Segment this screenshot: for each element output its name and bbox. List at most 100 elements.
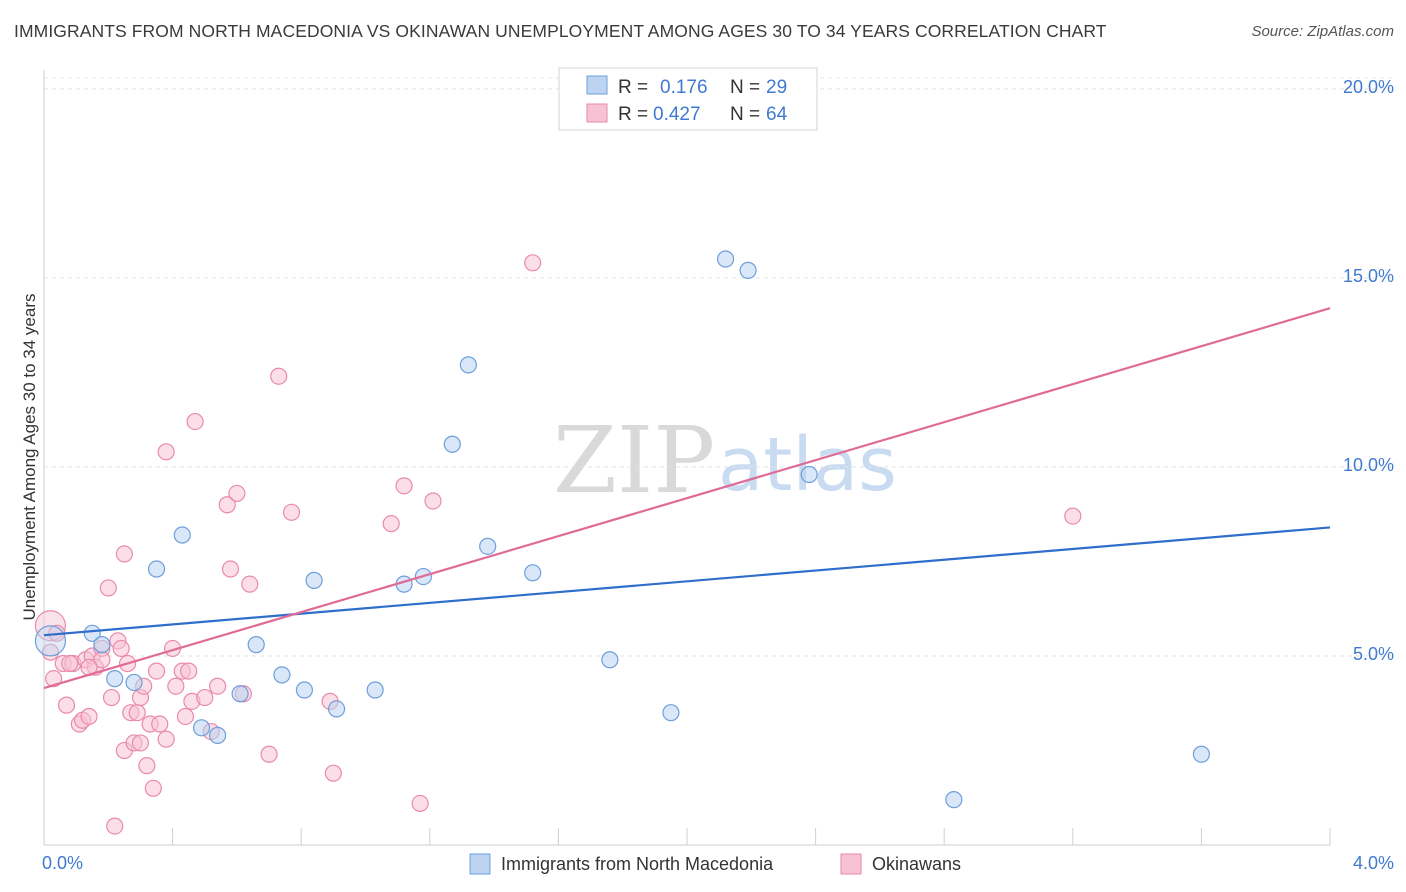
- north-macedonia-point: [273, 666, 291, 684]
- x-axis-ticks: [43, 828, 1331, 845]
- okinawans-point: [228, 484, 246, 503]
- okinawans-point: [395, 477, 413, 495]
- okinawans-point: [112, 639, 130, 658]
- okinawans-point: [45, 670, 63, 688]
- north-macedonia-point: [106, 670, 124, 688]
- okinawans-point: [196, 688, 214, 707]
- okinawans-point: [131, 734, 150, 752]
- legend-n-label-pink: N =: [730, 104, 760, 125]
- north-macedonia-point: [716, 250, 735, 268]
- north-macedonia-point: [459, 356, 477, 374]
- watermark-atlas: atlas: [718, 422, 897, 508]
- north-macedonia-point: [945, 791, 963, 809]
- okinawans-point: [1064, 507, 1082, 525]
- north-macedonia-point: [247, 636, 265, 654]
- okinawans-point: [144, 779, 162, 797]
- trend-lines: [43, 307, 1331, 690]
- north-macedonia-point: [125, 673, 143, 692]
- series-label-blue: Immigrants from North Macedonia: [501, 854, 774, 874]
- okinawans-point: [115, 545, 133, 563]
- correlation-legend: R = 0.176 N = 29 R = 0.427 N = 64: [558, 67, 818, 131]
- okinawans-point: [209, 677, 227, 695]
- north-macedonia-point: [739, 261, 757, 279]
- okinawans-point: [102, 688, 121, 707]
- y-tick-label: 20.0%: [1343, 77, 1394, 97]
- north-macedonia-point: [173, 526, 191, 544]
- y-axis-tick-labels: 5.0% 10.0% 15.0% 20.0%: [1343, 77, 1394, 664]
- series-swatch-blue: [469, 853, 491, 875]
- legend-r-label-blue: R =: [618, 77, 648, 98]
- x-tick-label-min: 0.0%: [42, 853, 83, 873]
- north-macedonia-point: [295, 681, 314, 699]
- okinawans-point: [61, 654, 79, 673]
- north-macedonia-point: [209, 726, 227, 744]
- okinawans-point: [167, 677, 185, 695]
- y-tick-label: 10.0%: [1343, 455, 1394, 475]
- okinawans-point: [180, 662, 198, 680]
- okinawans-point: [270, 367, 288, 385]
- north-macedonia-points: [34, 250, 1211, 809]
- north-macedonia-point: [305, 571, 323, 589]
- north-macedonia-point: [231, 685, 249, 703]
- north-macedonia-point: [479, 537, 497, 555]
- watermark-zip: ZIP: [553, 407, 715, 514]
- okinawans-point: [106, 817, 124, 835]
- okinawans-trend-line: [43, 307, 1331, 690]
- x-tick-label-max: 4.0%: [1353, 853, 1394, 873]
- okinawans-point: [524, 254, 542, 272]
- north-macedonia-point: [34, 625, 67, 657]
- okinawans-point: [41, 643, 60, 661]
- okinawans-point: [282, 503, 301, 521]
- okinawans-point: [260, 745, 278, 763]
- legend-r-label-pink: R =: [618, 104, 648, 125]
- north-macedonia-point: [662, 704, 680, 722]
- north-macedonia-point: [147, 560, 166, 578]
- north-macedonia-point: [443, 435, 461, 453]
- north-macedonia-point: [366, 681, 384, 699]
- okinawans-point: [99, 579, 117, 597]
- okinawans-point: [411, 794, 429, 813]
- okinawans-point: [128, 704, 146, 722]
- legend-swatch-blue: [586, 75, 608, 95]
- legend-r-value-blue: 0.176: [660, 77, 708, 98]
- legend-n-value-pink: 64: [766, 104, 788, 125]
- okinawans-point: [80, 707, 98, 726]
- series-swatch-pink: [840, 853, 862, 875]
- okinawans-point: [157, 443, 175, 461]
- okinawans-point: [186, 412, 204, 431]
- okinawans-point: [221, 560, 240, 578]
- okinawans-point: [176, 707, 195, 726]
- series-label-pink: Okinawans: [872, 854, 961, 874]
- north-macedonia-point: [800, 465, 818, 484]
- north-macedonia-point: [601, 651, 619, 669]
- y-tick-label: 15.0%: [1343, 266, 1394, 286]
- okinawans-point: [138, 757, 156, 775]
- okinawans-point: [151, 715, 169, 733]
- legend-n-label-blue: N =: [730, 77, 760, 98]
- chart-title: IMMIGRANTS FROM NORTH MACEDONIA VS OKINA…: [14, 21, 1107, 41]
- north-macedonia-point: [192, 719, 211, 737]
- series-legend: Immigrants from North Macedonia Okinawan…: [469, 853, 961, 875]
- okinawans-point: [218, 496, 236, 514]
- gridlines: [44, 77, 1394, 657]
- okinawans-point: [147, 662, 166, 680]
- okinawans-point: [241, 575, 259, 593]
- north-macedonia-point: [524, 564, 542, 582]
- y-tick-label: 5.0%: [1353, 644, 1394, 664]
- okinawans-point: [57, 696, 76, 714]
- y-axis-label: Unemployment Among Ages 30 to 34 years: [20, 294, 39, 621]
- north-macedonia-point: [327, 700, 346, 718]
- okinawans-point: [157, 730, 175, 748]
- source-label: Source: ZipAtlas.com: [1251, 23, 1394, 40]
- okinawans-point: [424, 492, 442, 510]
- okinawans-point: [382, 515, 400, 533]
- north-macedonia-point: [93, 636, 111, 654]
- legend-r-value-pink: 0.427: [653, 104, 701, 125]
- north-macedonia-point: [1192, 745, 1211, 763]
- okinawans-points: [34, 254, 1082, 835]
- legend-n-value-blue: 29: [766, 77, 787, 98]
- north-macedonia-trend-line: [43, 526, 1331, 637]
- legend-swatch-pink: [586, 103, 608, 123]
- north-macedonia-point: [83, 624, 101, 642]
